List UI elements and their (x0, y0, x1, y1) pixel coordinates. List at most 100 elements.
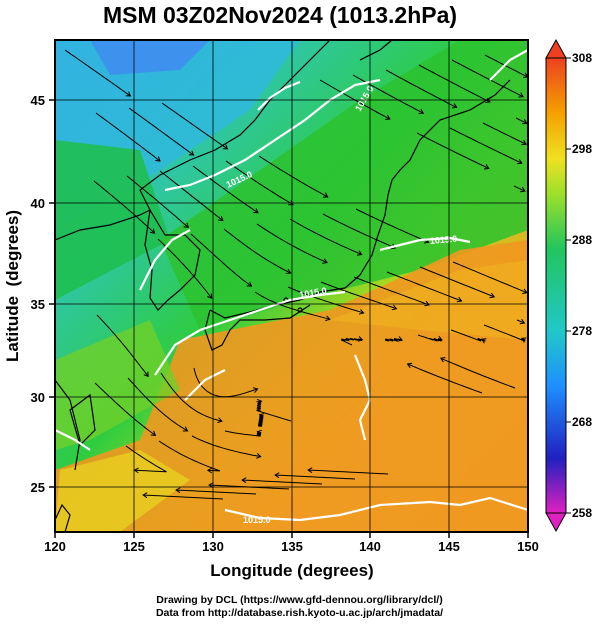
streamline-arrowhead (256, 429, 263, 436)
streamline-arrowhead (274, 472, 280, 479)
streamline-arrowhead (385, 114, 391, 120)
streamline-arrowhead (356, 250, 363, 256)
streamline-arrowhead (150, 430, 157, 436)
streamline (418, 64, 491, 103)
colorbar-bottom-arrow (545, 512, 567, 533)
colorbar-tick-label: 268 (572, 415, 592, 429)
x-tick-label: 125 (123, 539, 145, 554)
streamline-arrowhead (322, 192, 329, 198)
streamline (192, 165, 259, 214)
isobar-label: 1015.0 (243, 515, 271, 525)
x-tick-label: 135 (281, 539, 303, 554)
streamline-arrowhead (456, 296, 463, 303)
streamline-arrowhead (206, 467, 213, 474)
y-tick-label: 35 (31, 297, 45, 312)
streamline (308, 469, 389, 475)
colorbar-tick-label: 288 (572, 233, 592, 247)
streamline (258, 155, 328, 198)
streamline-arrowhead (437, 335, 443, 342)
streamline-arrowhead (397, 336, 404, 342)
streamline-arrowhead (149, 228, 156, 234)
streamline (482, 122, 527, 145)
streamline (161, 102, 228, 150)
credits-data-source: Data from http://database.rish.kyoto-u.a… (155, 607, 444, 619)
streamline (254, 291, 330, 320)
streamline-arrowhead (480, 338, 487, 344)
streamline (287, 286, 364, 314)
streamline (515, 117, 528, 124)
streamline (224, 430, 262, 437)
y-tick-label: 45 (31, 93, 45, 108)
streamline (143, 494, 224, 500)
streamline-arrowhead (358, 309, 365, 315)
streamline-arrowhead (241, 477, 247, 484)
axis-ticks (49, 99, 529, 538)
streamline-arrowhead (142, 492, 148, 499)
streamline (384, 337, 403, 342)
streamline (190, 233, 252, 287)
streamline-arrowhead (522, 119, 528, 125)
streamline (93, 180, 155, 234)
y-tick-label: 30 (31, 390, 45, 405)
streamline (513, 185, 526, 192)
map-figure: 1015.0 1015.0 1015.0 1015.0 1015.0 (3, 38, 592, 580)
map-title: MSM 03Z02Nov2024 (1013.2hPa) (102, 2, 458, 28)
streamline (128, 107, 194, 156)
streamline (484, 54, 528, 78)
streamline-arrowhead (253, 208, 259, 214)
streamline-arrowhead (325, 315, 331, 322)
streamline-arrowhead (207, 293, 213, 299)
streamline-arrowhead (155, 156, 161, 162)
streamline-arrowhead (125, 91, 132, 97)
streamline (95, 112, 161, 162)
streamline-arrowhead (357, 336, 364, 342)
streamline-arrowhead (285, 268, 292, 274)
streamline (96, 314, 149, 377)
streamline (355, 208, 429, 243)
streamline-arrowhead (188, 150, 195, 156)
streamline-arrowhead (521, 139, 527, 146)
streamline (157, 238, 213, 299)
streamline-arrowhead (520, 186, 526, 193)
streamline (289, 218, 362, 255)
streamline-arrowhead (222, 144, 229, 150)
streamline (127, 377, 188, 432)
streamline (191, 435, 261, 458)
streamline-arrowhead (518, 92, 524, 98)
x-tick-label: 145 (438, 539, 460, 554)
streamline (451, 59, 524, 98)
streamline (160, 372, 223, 422)
streamline (256, 223, 328, 264)
streamline (385, 69, 457, 108)
streamline (125, 445, 167, 473)
colorbar-tick-label: 278 (572, 324, 592, 338)
streamline-arrowhead (489, 292, 496, 299)
streamline-arrowhead (391, 304, 398, 311)
streamline (483, 324, 526, 342)
coastlines (55, 40, 511, 532)
streamline (64, 49, 131, 97)
streamline-arrowhead (522, 288, 528, 294)
streamline-arrowhead (258, 413, 265, 419)
streamline-arrowhead (133, 467, 139, 474)
streamline-arrowhead (406, 362, 413, 369)
colorbar-tick-label: 308 (572, 51, 592, 65)
streamline-arrowhead (183, 222, 190, 229)
streamline (352, 74, 424, 114)
streamline-arrowhead (520, 337, 527, 343)
streamline (242, 479, 323, 485)
x-axis-label: Longitude (degrees) (210, 561, 373, 580)
streamline (417, 334, 443, 342)
streamline (419, 266, 495, 298)
streamline-arrowhead (483, 164, 490, 170)
streamline-arrowhead (322, 258, 328, 264)
streamline (225, 160, 294, 206)
streamline (440, 357, 516, 389)
x-tick-label: 130 (202, 539, 224, 554)
y-tick-label: 40 (31, 196, 45, 211)
streamline (126, 175, 189, 228)
colorbar-body (545, 57, 567, 514)
credits: Drawing by DCL (https://www.gfd-dennou.o… (0, 594, 599, 620)
streamline-arrowhead (246, 281, 253, 287)
streamline (449, 127, 523, 164)
